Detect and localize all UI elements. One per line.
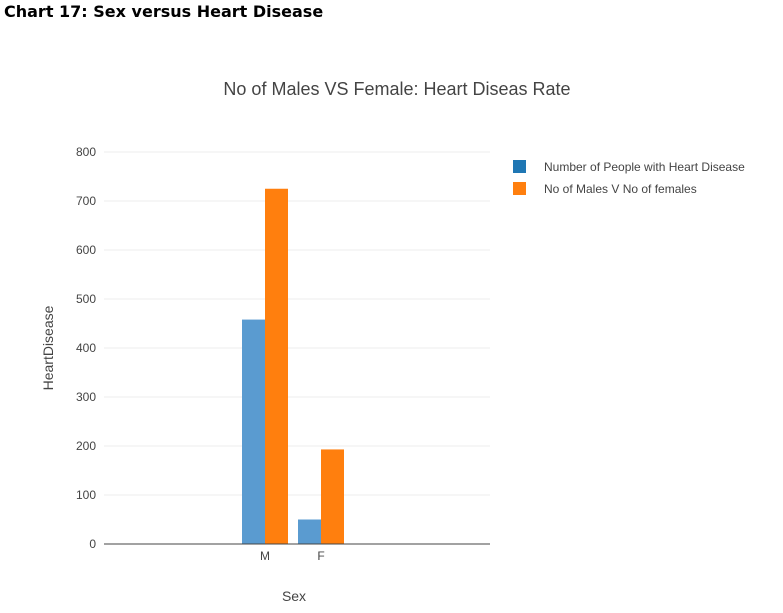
- y-tick-label: 100: [76, 488, 96, 502]
- legend: Number of People with Heart Disease No of…: [513, 160, 745, 196]
- y-tick-label: 400: [76, 341, 96, 355]
- y-tick-label: 0: [89, 537, 96, 551]
- chart-title: No of Males VS Female: Heart Diseas Rate: [223, 79, 570, 99]
- y-axis-ticks: 0 100 200 300 400 500 600 700 800: [76, 145, 96, 551]
- x-axis-title: Sex: [282, 588, 306, 604]
- bars: [242, 188, 344, 544]
- y-tick-label: 700: [76, 194, 96, 208]
- y-tick-label: 800: [76, 145, 96, 159]
- legend-swatch: [513, 182, 526, 195]
- bar-f-series-1: [298, 519, 321, 544]
- x-tick-label: M: [260, 549, 270, 563]
- bar-m-series-1: [242, 319, 265, 544]
- y-tick-label: 300: [76, 390, 96, 404]
- legend-swatch: [513, 160, 526, 173]
- bar-m-series-2: [265, 188, 288, 544]
- legend-label: Number of People with Heart Disease: [544, 160, 745, 174]
- grid-lines: [104, 151, 490, 496]
- document-heading: Chart 17: Sex versus Heart Disease: [4, 2, 324, 21]
- bar-f-series-2: [321, 449, 344, 544]
- y-tick-label: 600: [76, 243, 96, 257]
- y-tick-label: 200: [76, 439, 96, 453]
- y-tick-label: 500: [76, 292, 96, 306]
- y-axis-title: HeartDisease: [40, 305, 56, 390]
- legend-label: No of Males V No of females: [544, 182, 697, 196]
- x-tick-label: F: [317, 549, 324, 563]
